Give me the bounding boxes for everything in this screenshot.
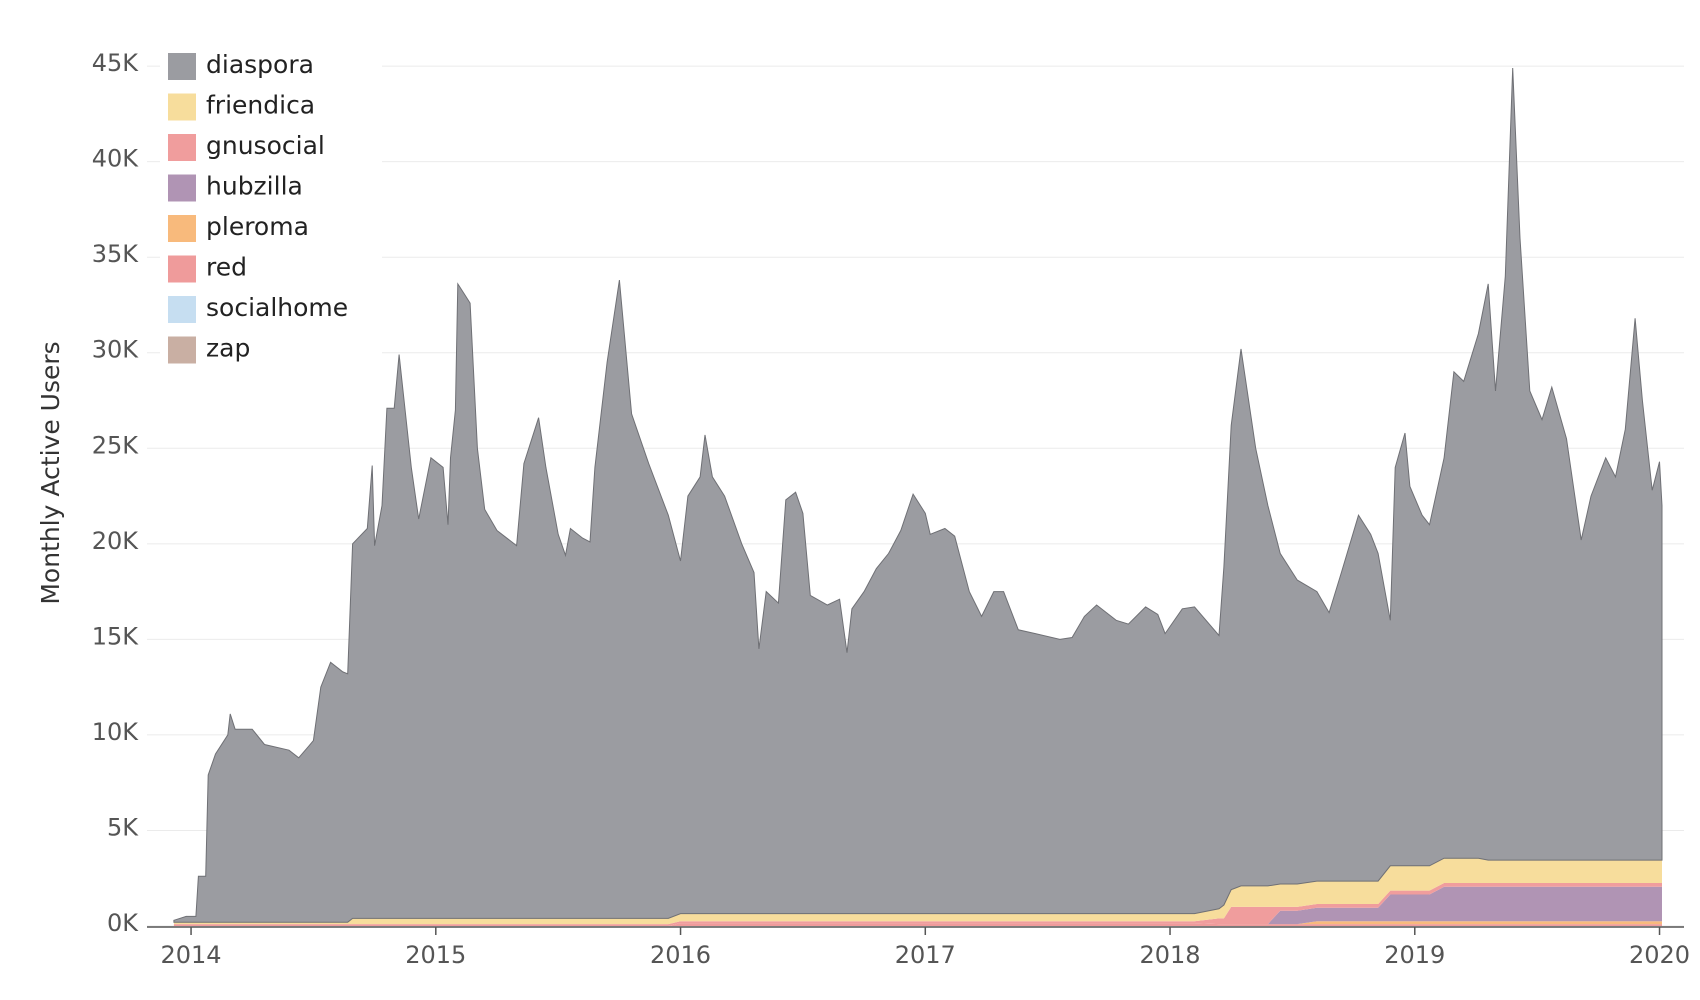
y-tick-label: 15K	[92, 622, 140, 650]
legend-swatch	[168, 93, 196, 121]
y-tick-label: 25K	[92, 431, 140, 459]
x-tick-label: 2017	[895, 941, 956, 969]
legend-swatch	[168, 296, 196, 323]
x-tick-label: 2015	[405, 941, 466, 969]
area	[173, 923, 1662, 926]
area	[173, 921, 1662, 926]
area	[173, 858, 1662, 925]
legend-swatch	[168, 255, 196, 283]
axes: 0K 5K 10K 15K 20K 25K 30K 35K 40K 45K 2014 2015 2016…	[92, 49, 1690, 969]
legend-swatch	[168, 336, 196, 364]
y-tick-label: 45K	[92, 49, 140, 77]
y-tick-label: 0K	[107, 909, 139, 937]
area	[173, 67, 1663, 923]
legend-label: zap	[206, 334, 250, 363]
legend: diaspora friendica gnusocial hubzilla plerom…	[160, 44, 382, 374]
y-axis-title: Monthly Active Users	[36, 341, 65, 604]
y-tick-label: 20K	[92, 527, 140, 555]
y-tick-label: 35K	[92, 240, 140, 268]
legend-swatch	[168, 215, 196, 242]
legend-background	[160, 44, 382, 374]
y-tick-label: 30K	[92, 336, 140, 364]
y-tick-label: 10K	[92, 718, 140, 746]
area	[173, 883, 1662, 926]
x-tick-label: 2016	[650, 941, 711, 969]
legend-swatch	[168, 134, 196, 161]
y-tick-label: 5K	[107, 813, 139, 841]
x-tick-label: 2018	[1139, 941, 1200, 969]
legend-label: gnusocial	[206, 131, 325, 160]
x-tick-label: 2020	[1629, 941, 1690, 969]
legend-swatch	[168, 53, 196, 80]
legend-label: friendica	[206, 91, 315, 120]
legend-label: diaspora	[206, 50, 314, 79]
legend-label: socialhome	[206, 293, 348, 322]
x-tick-label: 2014	[161, 941, 222, 969]
area	[173, 886, 1662, 926]
legend-label: pleroma	[206, 212, 309, 241]
areas	[173, 67, 1663, 926]
legend-label: red	[206, 253, 247, 282]
x-tick-label: 2019	[1384, 941, 1445, 969]
legend-label: hubzilla	[206, 172, 303, 201]
y-tick-label: 40K	[92, 145, 140, 173]
legend-swatch	[168, 174, 196, 202]
